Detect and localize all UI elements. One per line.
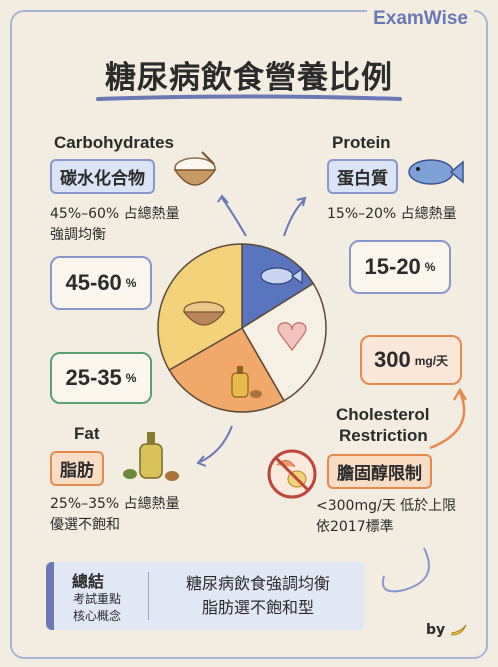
pie-rice-icon <box>182 301 226 326</box>
fat-value: 25-35 <box>65 365 122 390</box>
arrow-to-fat <box>199 425 233 463</box>
fat-desc-2: 優選不飽和 <box>50 517 120 533</box>
summary-box: 總結 考試重點 核心概念 糖尿病飲食強調均衡 脂肪選不飽和型 <box>46 562 364 630</box>
summary-head: 總結 <box>72 572 105 591</box>
carbs-desc-1: 45%–60% 占總熱量 <box>50 206 180 222</box>
cholesterol-value: 300 <box>373 347 411 372</box>
carbs-unit: % <box>125 276 137 290</box>
fat-unit: % <box>125 371 137 385</box>
summary-sub-1: 考試重點 <box>72 592 121 606</box>
protein-tag: 蛋白質 <box>327 159 398 194</box>
carbs-value: 45-60 <box>65 270 122 295</box>
cholesterol-label-en-2: Restriction <box>339 426 428 445</box>
no-egg-shellfish-icon <box>267 449 317 499</box>
summary-main-1: 糖尿病飲食強調均衡 <box>185 574 330 593</box>
fat-value-box: 25-35% <box>50 352 152 404</box>
byline-text: by <box>425 622 446 638</box>
cholesterol-desc-2: 依2017標準 <box>316 519 394 535</box>
summary-main: 糖尿病飲食強調均衡 脂肪選不飽和型 <box>158 572 358 620</box>
carbs-desc-2: 強調均衡 <box>50 227 106 243</box>
protein-desc-1: 15%–20% 占總熱量 <box>327 206 457 222</box>
protein-label-en: Protein <box>332 133 391 152</box>
brand-logo: ExamWise <box>367 0 474 38</box>
arrow-to-carbs <box>221 197 247 237</box>
pie-icons <box>182 267 307 398</box>
arrow-to-summary <box>382 547 430 593</box>
banana-icon <box>451 624 467 636</box>
byline: by <box>426 622 468 638</box>
protein-value-box: 15-20% <box>349 240 451 294</box>
pie-slice-other <box>240 282 327 402</box>
summary-main-2: 脂肪選不飽和型 <box>201 598 314 617</box>
nutrition-pie <box>157 243 327 413</box>
protein-unit: % <box>424 260 436 274</box>
protein-value: 15-20 <box>364 254 421 279</box>
pie-heart-icon <box>277 322 307 351</box>
carbs-tag: 碳水化合物 <box>50 159 155 194</box>
summary-sub: 考試重點 核心概念 <box>62 591 132 625</box>
cholesterol-label-en-1: Cholesterol <box>336 405 430 424</box>
fat-desc-1: 25%–35% 占總熱量 <box>50 496 180 512</box>
pie-slice-protein <box>241 243 315 330</box>
cholesterol-desc-1: <300mg/天 低於上限 <box>316 498 457 514</box>
arrow-to-protein <box>283 199 305 237</box>
carbs-value-box: 45-60% <box>50 256 152 310</box>
pie-oil-icon <box>231 366 262 398</box>
title-underline <box>96 94 402 101</box>
pie-fish-icon <box>260 267 303 285</box>
rice-bowl-icon <box>173 151 217 186</box>
page-title: 糖尿病飲食營養比例 <box>105 60 393 96</box>
cholesterol-tag: 膽固醇限制 <box>327 454 432 489</box>
carbs-label-en: Carbohydrates <box>54 133 174 152</box>
cholesterol-unit: mg/天 <box>414 353 449 368</box>
fat-label-en: Fat <box>74 424 100 443</box>
summary-divider <box>148 572 149 620</box>
page-frame <box>10 10 488 659</box>
olive-oil-icon <box>123 432 179 481</box>
cholesterol-value-box: 300 mg/天 <box>360 335 462 385</box>
summary-accent-bar <box>46 562 54 630</box>
arrow-to-cholesterol-value <box>429 391 466 450</box>
summary-sub-2: 核心概念 <box>72 609 121 623</box>
fat-tag: 脂肪 <box>50 451 104 486</box>
fish-icon <box>408 159 464 185</box>
